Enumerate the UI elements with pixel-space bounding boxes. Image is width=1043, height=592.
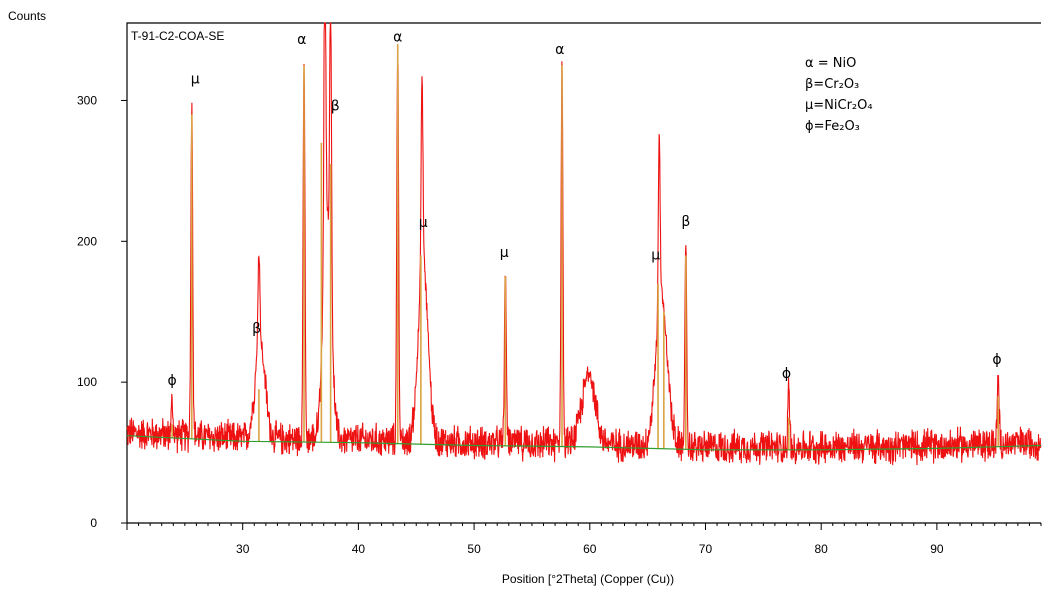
- x-tick-label: 40: [352, 542, 366, 556]
- background-line: [126, 435, 1042, 451]
- phase-annotation: β: [252, 321, 261, 337]
- phase-annotation: μ: [191, 72, 200, 88]
- legend: α = NiO β=Cr₂O₃ μ=NiCr₂O₄ ϕ=Fe₂O₃: [805, 56, 873, 134]
- x-tick-label: 50: [467, 542, 481, 556]
- phase-annotation: μ: [500, 245, 509, 261]
- observed-pattern-line: [126, 22, 1042, 466]
- x-tick-label: 30: [236, 542, 250, 556]
- x-tick-label: 80: [814, 542, 828, 556]
- phase-annotation: α: [393, 29, 402, 45]
- legend-entry: β=Cr₂O₃: [805, 77, 859, 92]
- phase-annotation: μ: [651, 248, 660, 264]
- x-tick-label: 70: [699, 542, 713, 556]
- legend-entry: μ=NiCr₂O₄: [805, 98, 873, 113]
- phase-annotation: α: [297, 32, 306, 48]
- sample-name-label: T-91-C2-COA-SE: [131, 29, 224, 43]
- phase-annotation: β: [331, 98, 340, 114]
- x-axis-title: Position [°2Theta] (Copper (Cu)): [502, 572, 674, 586]
- y-tick-label: 300: [77, 93, 97, 107]
- phase-annotation: ϕ: [992, 352, 1001, 368]
- phase-annotation: μ: [419, 215, 428, 231]
- x-tick-label: 60: [583, 542, 597, 556]
- y-tick-label: 100: [77, 375, 97, 389]
- phase-annotation: α: [555, 42, 564, 58]
- plot-frame: [126, 22, 1041, 524]
- legend-entry: α = NiO: [805, 56, 856, 71]
- y-tick-label: 0: [90, 516, 97, 530]
- phase-annotation: ϕ: [782, 366, 791, 382]
- phase-annotation: ϕ: [167, 373, 176, 389]
- y-tick-label: 200: [77, 234, 97, 248]
- x-tick-label: 90: [930, 542, 944, 556]
- y-axis-title: Counts: [8, 9, 46, 23]
- phase-annotation: β: [681, 214, 690, 230]
- legend-entry: ϕ=Fe₂O₃: [805, 119, 860, 134]
